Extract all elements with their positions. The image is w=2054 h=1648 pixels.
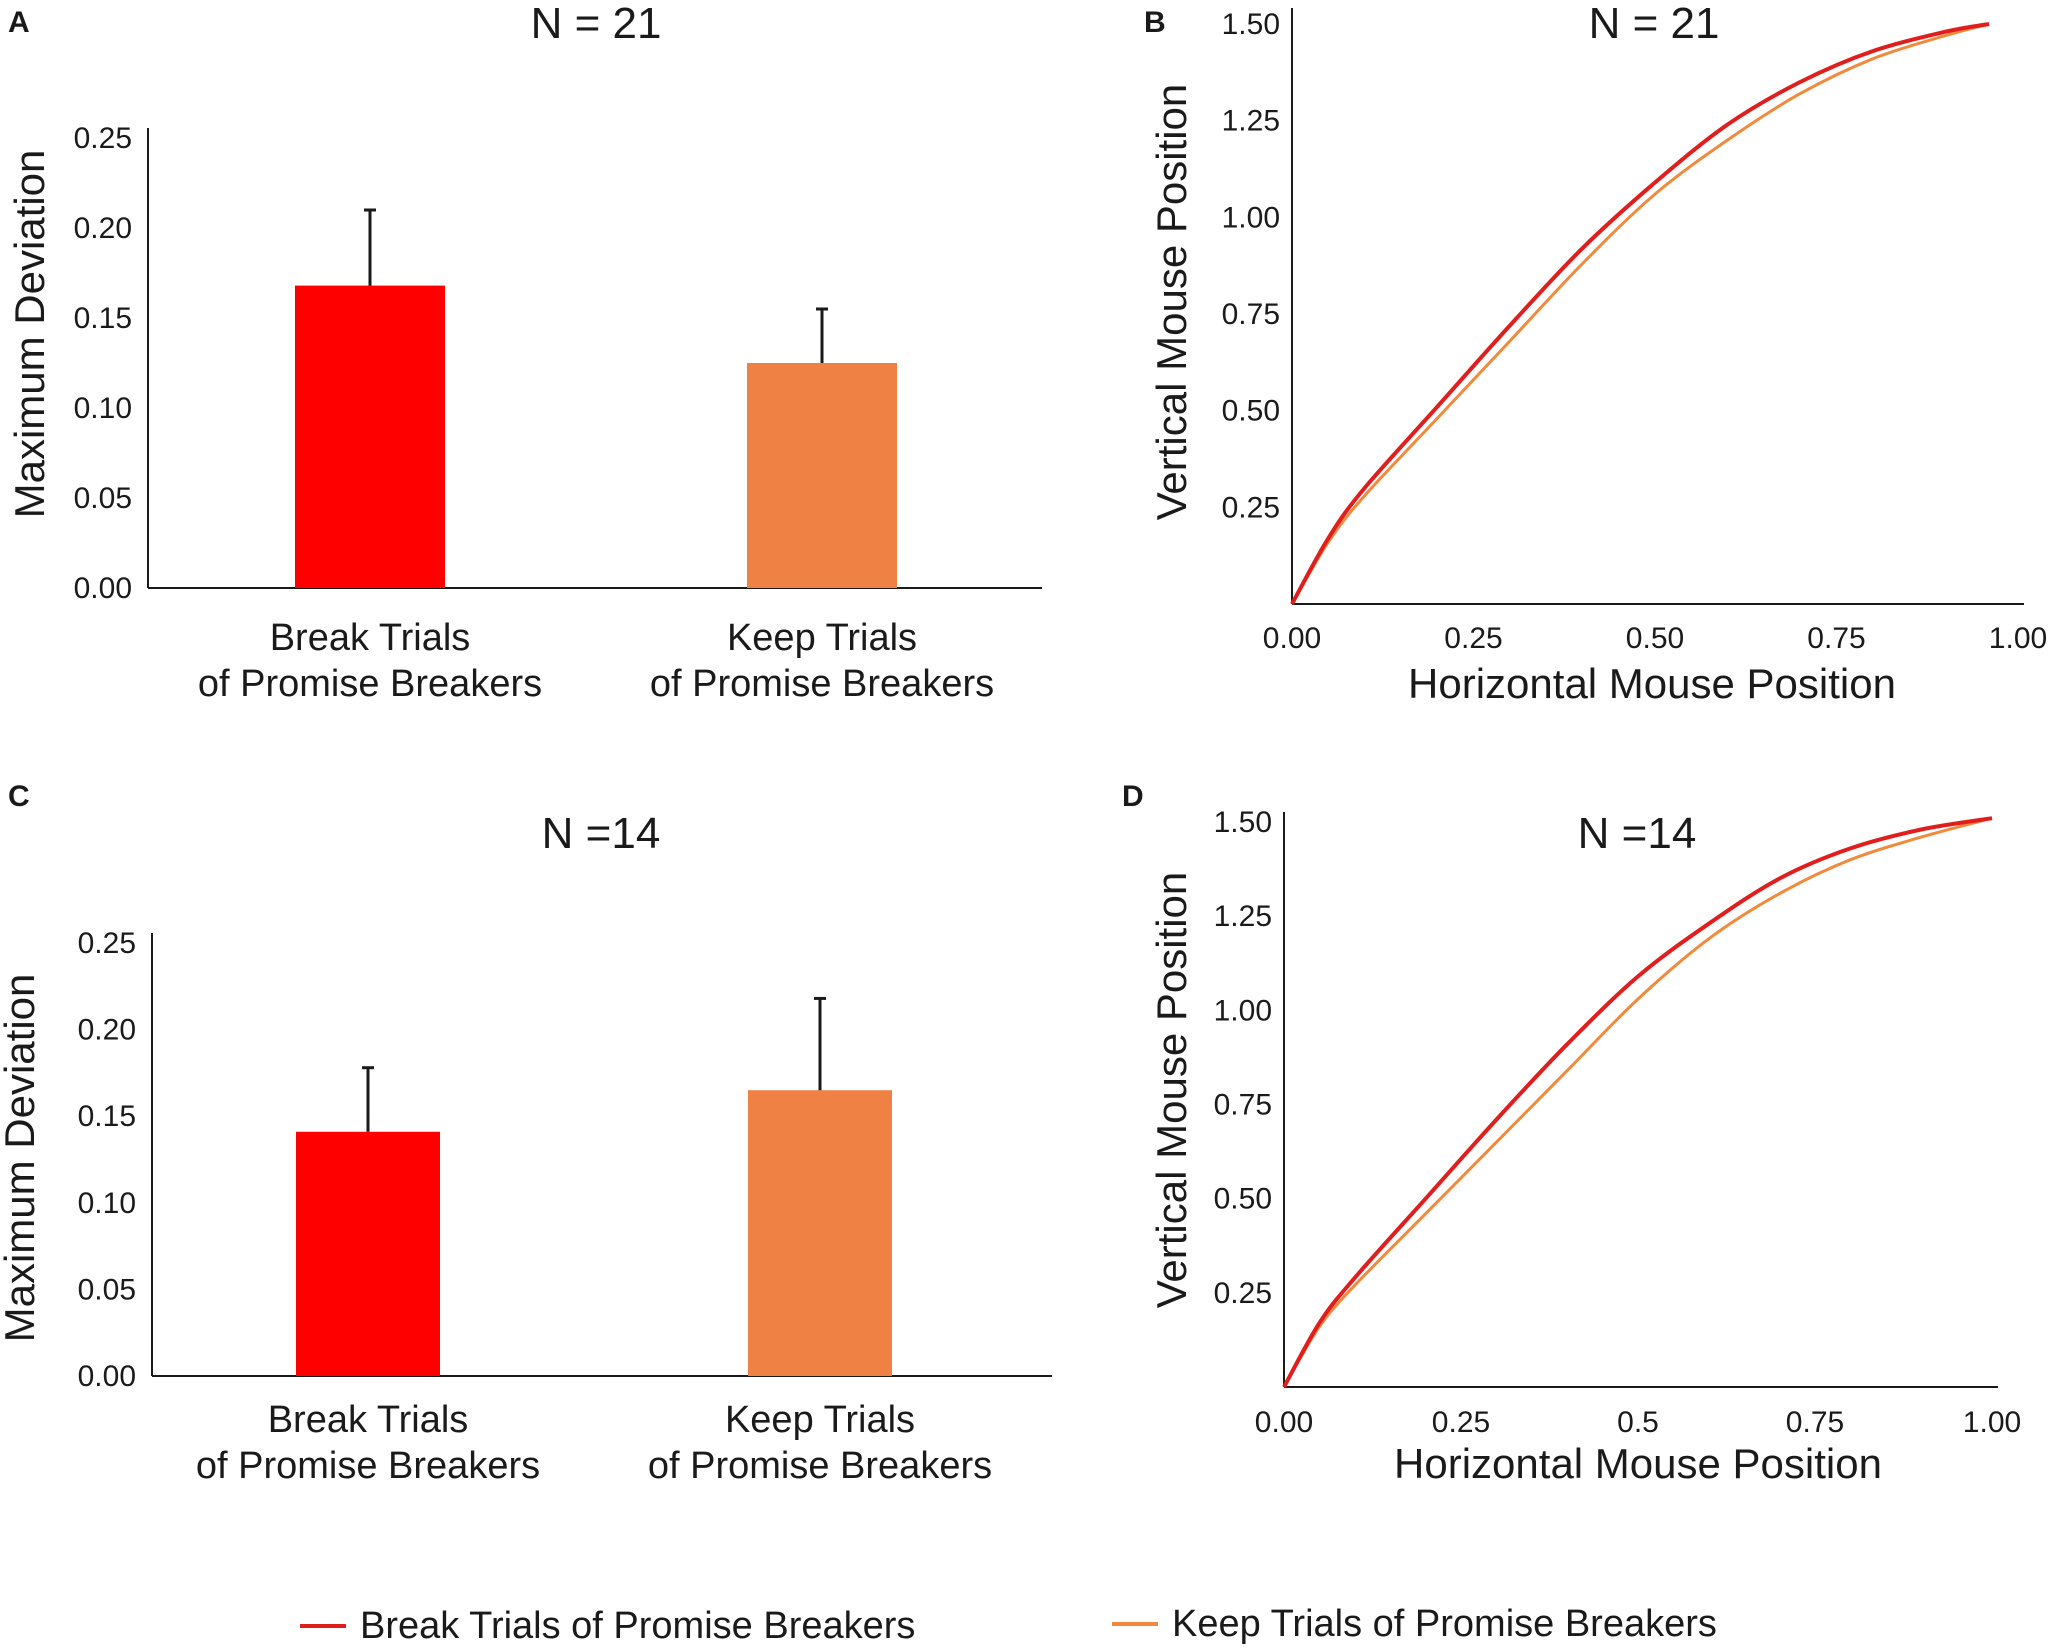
x-tick-label-b: 0.00 <box>1263 622 1321 655</box>
category-label-a-1-line2: of Promise Breakers <box>650 663 994 705</box>
panel-d: D N =14 Vertical Mouse Position Horizont… <box>1122 780 2021 1487</box>
y-tick-label-c: 0.05 <box>78 1273 136 1306</box>
x-axis-label-d: Horizontal Mouse Position <box>1394 1440 1882 1487</box>
y-tick-label-c: 0.25 <box>78 927 136 960</box>
y-tick-label-d: 0.75 <box>1214 1089 1272 1122</box>
chart-title-a: N = 21 <box>531 0 662 48</box>
y-tick-label-b: 0.75 <box>1222 298 1280 331</box>
series-line-d-keep <box>1282 816 1993 1388</box>
y-tick-label-a: 0.25 <box>74 122 132 155</box>
bar-a-0 <box>295 285 445 588</box>
chart-title-d: N =14 <box>1578 809 1697 858</box>
series-line-b-keep <box>1290 22 1990 605</box>
chart-title-c: N =14 <box>542 809 661 858</box>
panel-c: C N =14 Maximum Deviation 0.00 0.05 0.10 0.… <box>0 780 1052 1487</box>
category-label-a-0: Break Trials <box>270 617 471 659</box>
y-axis-label-c: Maximum Deviation <box>0 974 43 1343</box>
legend: Break Trials of Promise Breakers Keep Tr… <box>300 1603 1717 1647</box>
y-tick-label-a: 0.15 <box>74 302 132 335</box>
y-tick-label-b: 0.25 <box>1222 491 1280 524</box>
y-tick-label-b: 0.50 <box>1222 395 1280 428</box>
bar-c-0 <box>296 1131 440 1376</box>
x-tick-label-d: 1.00 <box>1963 1406 2021 1439</box>
chart-title-b: N = 21 <box>1589 0 1720 48</box>
y-tick-label-c: 0.20 <box>78 1014 136 1047</box>
y-tick-label-b: 1.25 <box>1222 105 1280 138</box>
y-tick-label-a: 0.00 <box>74 572 132 605</box>
x-tick-label-b: 0.25 <box>1444 622 1502 655</box>
x-tick-label-d: 0.25 <box>1432 1406 1490 1439</box>
category-label-c-0: Break Trials <box>268 1399 469 1441</box>
panel-letter-b: B <box>1144 6 1166 39</box>
panel-letter-a: A <box>8 6 30 39</box>
panel-letter-d: D <box>1122 780 1144 813</box>
y-tick-label-d: 1.50 <box>1214 806 1272 839</box>
legend-label-keep: Keep Trials of Promise Breakers <box>1172 1603 1717 1645</box>
y-axis-label-b: Vertical Mouse Position <box>1148 84 1195 521</box>
panel-letter-c: C <box>8 780 30 813</box>
y-axis-label-a: Maximum Deviation <box>6 150 53 519</box>
y-tick-label-d: 1.25 <box>1214 900 1272 933</box>
category-label-c-1-line2: of Promise Breakers <box>648 1445 992 1487</box>
x-tick-label-b: 0.75 <box>1807 622 1865 655</box>
y-axis-label-d: Vertical Mouse Position <box>1148 872 1195 1309</box>
y-tick-label-a: 0.05 <box>74 482 132 515</box>
panel-a: A N = 21 Maximum Deviation 0.00 0.05 0.10 0… <box>6 0 1042 705</box>
series-line-d-break <box>1282 816 1993 1388</box>
bar-a-1 <box>747 363 897 588</box>
y-tick-label-d: 0.25 <box>1214 1277 1272 1310</box>
category-label-a-0-line2: of Promise Breakers <box>198 663 542 705</box>
x-tick-label-d: 0.5 <box>1617 1406 1659 1439</box>
y-tick-label-c: 0.00 <box>78 1360 136 1393</box>
category-label-c-1: Keep Trials <box>725 1399 915 1441</box>
category-label-a-1: Keep Trials <box>727 617 917 659</box>
x-axis-label-b: Horizontal Mouse Position <box>1408 660 1896 707</box>
y-tick-label-c: 0.15 <box>78 1100 136 1133</box>
x-tick-label-b: 0.50 <box>1626 622 1684 655</box>
y-tick-label-a: 0.10 <box>74 392 132 425</box>
y-tick-label-a: 0.20 <box>74 212 132 245</box>
bar-c-1 <box>748 1090 892 1376</box>
x-tick-label-d: 0.75 <box>1786 1406 1844 1439</box>
category-label-c-0-line2: of Promise Breakers <box>196 1445 540 1487</box>
x-tick-label-d: 0.00 <box>1255 1406 1313 1439</box>
panel-b: B N = 21 Vertical Mouse Position Horizon… <box>1144 0 2047 707</box>
series-line-b-break <box>1290 22 1990 605</box>
y-tick-label-b: 1.50 <box>1222 8 1280 41</box>
y-tick-label-b: 1.00 <box>1222 201 1280 234</box>
y-tick-label-d: 0.50 <box>1214 1183 1272 1216</box>
x-tick-label-b: 1.00 <box>1989 622 2047 655</box>
legend-label-break: Break Trials of Promise Breakers <box>360 1605 915 1647</box>
y-tick-label-d: 1.00 <box>1214 994 1272 1027</box>
y-tick-label-c: 0.10 <box>78 1187 136 1220</box>
